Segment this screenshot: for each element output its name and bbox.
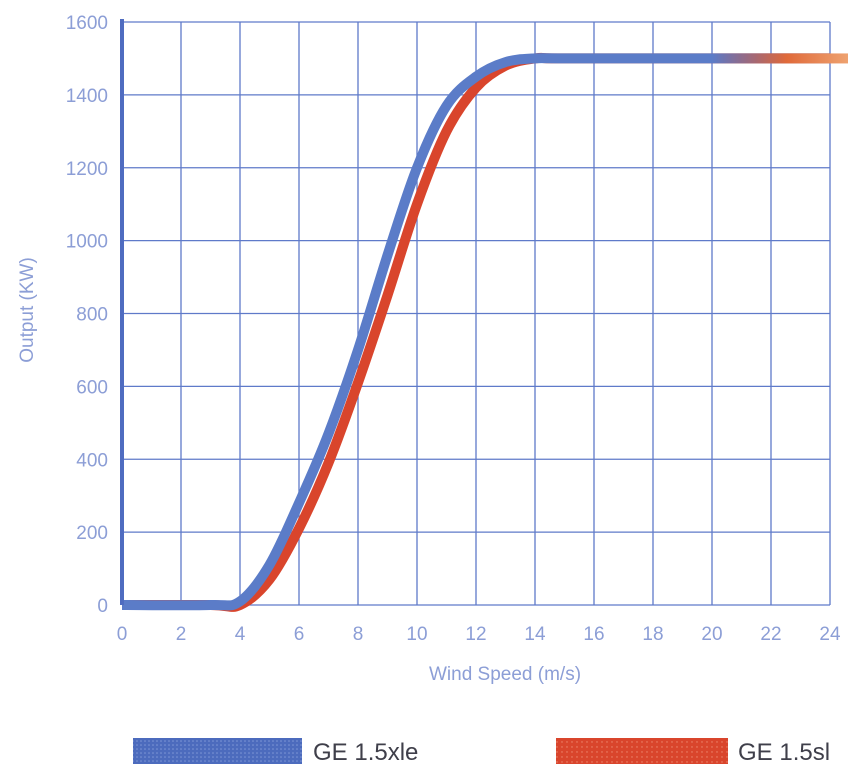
y-tick-label: 200	[76, 523, 108, 544]
series-line-ge-1-5xle	[121, 53, 830, 611]
y-tick-label: 1000	[66, 232, 108, 253]
legend-label-ge-1-5xle: GE 1.5xle	[313, 739, 418, 766]
legend-item-ge-1-5sl: GE 1.5sl	[556, 738, 830, 766]
x-tick-label: 20	[701, 624, 722, 645]
legend-swatch-ge-1-5sl	[556, 738, 728, 764]
y-tick-label: 800	[76, 305, 108, 326]
x-tick-label: 24	[819, 624, 841, 645]
legend-label-ge-1-5sl: GE 1.5sl	[738, 739, 830, 766]
x-tick-label: 14	[524, 624, 546, 645]
y-tick-label: 0	[97, 596, 108, 617]
y-axis-ticks: 0 200 400 600 800 1000 1200 1400 1600	[66, 13, 108, 617]
chart-legend: GE 1.5xle GE 1.5sl	[133, 738, 830, 766]
y-axis-title: Output (KW)	[17, 257, 38, 363]
chart-series	[121, 52, 848, 612]
y-tick-label: 1200	[66, 159, 108, 180]
legend-swatch-ge-1-5xle	[133, 738, 302, 764]
chart-grid	[121, 21, 831, 606]
x-tick-label: 16	[583, 624, 604, 645]
x-tick-label: 18	[642, 624, 663, 645]
y-tick-label: 1400	[66, 86, 108, 107]
x-tick-label: 10	[406, 624, 427, 645]
legend-item-ge-1-5xle: GE 1.5xle	[133, 738, 418, 766]
x-tick-label: 0	[117, 624, 128, 645]
x-axis-title: Wind Speed (m/s)	[429, 664, 581, 685]
y-tick-label: 400	[76, 450, 108, 471]
x-tick-label: 8	[353, 624, 364, 645]
y-tick-label: 600	[76, 377, 108, 398]
series-line-ge-1-5sl-tail	[712, 53, 848, 64]
x-tick-label: 2	[176, 624, 187, 645]
x-tick-label: 4	[235, 624, 246, 645]
x-axis-ticks: 0 2 4 6 8 10 12 14 16 18 20 22 24	[117, 624, 841, 645]
x-tick-label: 6	[294, 624, 305, 645]
y-tick-label: 1600	[66, 13, 108, 34]
x-tick-label: 12	[465, 624, 486, 645]
x-tick-label: 22	[760, 624, 781, 645]
